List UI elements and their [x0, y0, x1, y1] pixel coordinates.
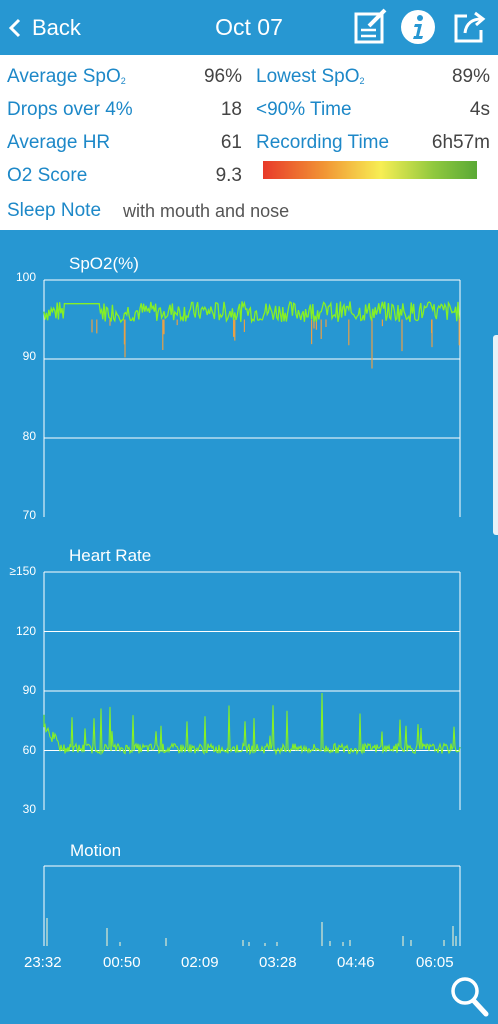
spo2-y-tick: 70	[22, 508, 36, 522]
o2-score-gradient-bar	[263, 161, 477, 179]
motion-chart-title: Motion	[70, 841, 122, 860]
avg-hr-label: Average HR	[7, 132, 111, 153]
spo2-dip-series	[91, 319, 460, 369]
spo2-y-tick: 90	[22, 349, 36, 363]
spo2-series-line	[43, 300, 460, 324]
x-tick-label: 00:50	[103, 954, 141, 971]
avg-spo2-value: 96%	[203, 66, 242, 87]
charts-area: SpO2(%) 100 90 80 70 Heart Rate ≥150 120…	[0, 230, 498, 1024]
spo2-y-tick: 100	[15, 270, 36, 284]
x-tick-label: 23:32	[24, 954, 62, 971]
info-icon[interactable]	[399, 8, 437, 46]
recording-time-value: 6h57m	[431, 132, 490, 153]
drops-value: 18	[220, 99, 242, 120]
avg-hr-value: 61	[220, 132, 242, 153]
spo2-chart-title: SpO2(%)	[69, 254, 139, 273]
scrollbar[interactable]	[493, 335, 498, 535]
spo2-y-tick: 80	[22, 429, 36, 443]
x-tick-label: 03:28	[259, 954, 297, 971]
x-tick-label: 04:46	[337, 954, 375, 971]
charts-canvas	[43, 279, 461, 946]
edit-icon[interactable]	[352, 8, 390, 46]
hr-y-tick: ≥150	[9, 564, 36, 578]
share-icon[interactable]	[451, 8, 489, 46]
sleep-note-label: Sleep Note	[7, 200, 102, 221]
recording-time-label: Recording Time	[256, 132, 390, 153]
hr-y-tick: 90	[22, 683, 36, 697]
below90-label: <90% Time	[256, 99, 352, 120]
o2-score-value: 9.3	[215, 165, 242, 186]
x-tick-label: 06:05	[416, 954, 454, 971]
below90-value: 4s	[469, 99, 490, 120]
chevron-left-icon	[8, 18, 21, 38]
avg-spo2-label: Average SpO2	[7, 66, 126, 87]
back-button[interactable]: Back	[8, 12, 81, 44]
drops-label: Drops over 4%	[7, 99, 133, 120]
back-label: Back	[32, 15, 81, 40]
o2-score-label: O2 Score	[7, 165, 88, 186]
lowest-spo2-label: Lowest SpO2	[256, 66, 365, 87]
top-bar: Back Oct 07	[0, 0, 498, 55]
x-tick-label: 02:09	[181, 954, 219, 971]
summary-panel: Average SpO2 96% Lowest SpO2 89% Drops o…	[0, 55, 498, 230]
sleep-note-value: with mouth and nose	[123, 201, 290, 221]
hr-y-tick: 30	[22, 802, 36, 816]
lowest-spo2-value: 89%	[451, 66, 490, 87]
hr-y-tick: 60	[22, 743, 36, 757]
hr-series-line	[43, 692, 461, 756]
zoom-icon[interactable]	[448, 974, 490, 1018]
hr-chart-title: Heart Rate	[69, 546, 152, 565]
hr-y-tick: 120	[15, 624, 36, 638]
